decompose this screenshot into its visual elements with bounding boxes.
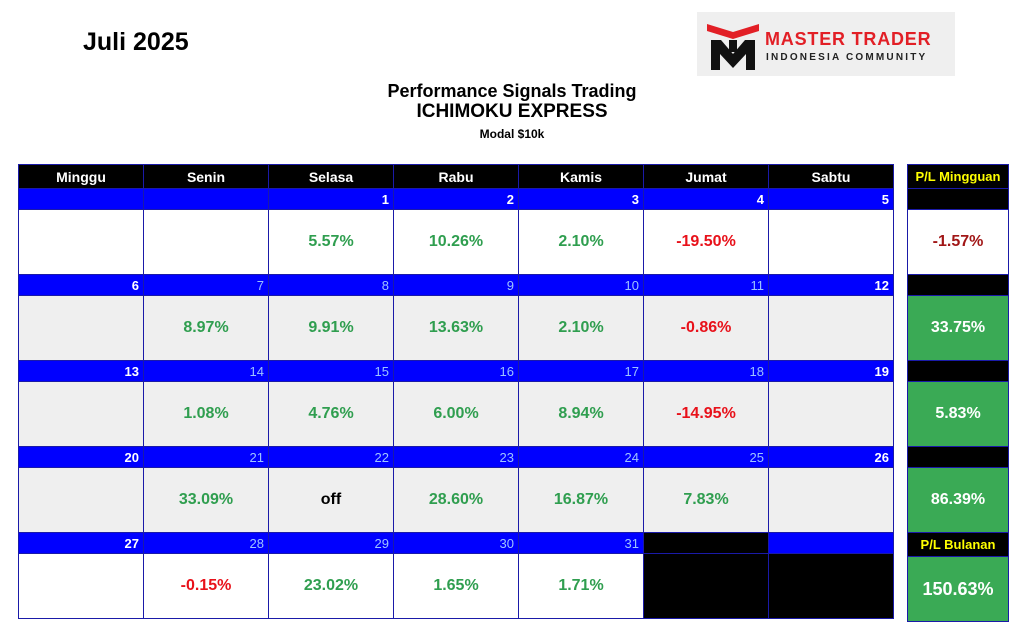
- daily-pl-cell: 4.76%: [268, 381, 394, 447]
- date-number: 7: [143, 274, 269, 296]
- date-number: [768, 532, 894, 554]
- daily-pl-cell: 9.91%: [268, 295, 394, 361]
- date-number: 1: [268, 188, 394, 210]
- daily-pl-cell: -0.15%: [143, 553, 269, 619]
- pl-spacer: [907, 360, 1009, 382]
- date-number: [143, 188, 269, 210]
- daily-pl-cell: 2.10%: [518, 209, 644, 275]
- daily-pl-cell: [768, 553, 894, 619]
- pl-table: P/L Mingguan -1.57% 33.75% 5.83% 86.39% …: [907, 164, 1009, 622]
- daily-pl-cell: [18, 209, 144, 275]
- date-number: 17: [518, 360, 644, 382]
- daily-pl-cell: 1.65%: [393, 553, 519, 619]
- daily-pl-cell: [18, 553, 144, 619]
- daily-pl-cell: -19.50%: [643, 209, 769, 275]
- pl-week-4: 86.39%: [907, 467, 1009, 533]
- pl-spacer: [907, 446, 1009, 468]
- daily-pl-cell: 10.26%: [393, 209, 519, 275]
- day-header: Selasa: [268, 164, 394, 189]
- day-header: Sabtu: [768, 164, 894, 189]
- daily-pl-cell: [768, 381, 894, 447]
- daily-pl-cell: 28.60%: [393, 467, 519, 533]
- daily-pl-cell: [18, 295, 144, 361]
- date-number: 11: [643, 274, 769, 296]
- day-header: Senin: [143, 164, 269, 189]
- date-number: 26: [768, 446, 894, 468]
- day-header: Kamis: [518, 164, 644, 189]
- date-number: 25: [643, 446, 769, 468]
- daily-pl-cell: 33.09%: [143, 467, 269, 533]
- date-number: 30: [393, 532, 519, 554]
- daily-pl-cell: 6.00%: [393, 381, 519, 447]
- month-title: Juli 2025: [83, 28, 189, 56]
- pl-monthly-header: P/L Bulanan: [907, 532, 1009, 557]
- date-number: 21: [143, 446, 269, 468]
- day-header: Jumat: [643, 164, 769, 189]
- logo-title: MASTER TRADER: [765, 29, 932, 49]
- pl-spacer: [907, 188, 1009, 210]
- pl-week-1: -1.57%: [907, 209, 1009, 275]
- report-title: Performance Signals Trading: [387, 81, 637, 101]
- daily-pl-cell: 5.57%: [268, 209, 394, 275]
- day-header: Minggu: [18, 164, 144, 189]
- date-number: 18: [643, 360, 769, 382]
- date-number: 2: [393, 188, 519, 210]
- date-number: 29: [268, 532, 394, 554]
- daily-pl-cell: -14.95%: [643, 381, 769, 447]
- date-number: 31: [518, 532, 644, 554]
- master-trader-logo: MASTER TRADER INDONESIA COMMUNITY: [697, 12, 955, 76]
- date-number: 6: [18, 274, 144, 296]
- daily-pl-cell: [768, 209, 894, 275]
- date-number: 16: [393, 360, 519, 382]
- date-number: 24: [518, 446, 644, 468]
- pl-week-2: 33.75%: [907, 295, 1009, 361]
- daily-pl-cell: 1.08%: [143, 381, 269, 447]
- daily-pl-cell: 16.87%: [518, 467, 644, 533]
- daily-pl-cell: [18, 381, 144, 447]
- mt-logo-icon: [707, 24, 759, 70]
- daily-pl-cell: 8.97%: [143, 295, 269, 361]
- daily-pl-cell: [768, 295, 894, 361]
- pl-spacer: [907, 274, 1009, 296]
- date-number: 9: [393, 274, 519, 296]
- date-number: [643, 532, 769, 554]
- date-number: 22: [268, 446, 394, 468]
- daily-pl-cell: [143, 209, 269, 275]
- daily-pl-cell: [643, 553, 769, 619]
- date-number: 8: [268, 274, 394, 296]
- pl-week-3: 5.83%: [907, 381, 1009, 447]
- daily-pl-cell: 2.10%: [518, 295, 644, 361]
- date-number: 4: [643, 188, 769, 210]
- daily-pl-cell: 7.83%: [643, 467, 769, 533]
- daily-pl-cell: 8.94%: [518, 381, 644, 447]
- daily-pl-cell: 1.71%: [518, 553, 644, 619]
- day-header: Rabu: [393, 164, 519, 189]
- daily-pl-cell: [768, 467, 894, 533]
- date-number: 14: [143, 360, 269, 382]
- date-number: 15: [268, 360, 394, 382]
- strategy-title: ICHIMOKU EXPRESS: [416, 101, 608, 122]
- date-number: 5: [768, 188, 894, 210]
- logo-subtitle: INDONESIA COMMUNITY: [766, 52, 928, 63]
- daily-pl-cell: off: [268, 467, 394, 533]
- daily-pl-cell: [18, 467, 144, 533]
- date-number: 3: [518, 188, 644, 210]
- daily-pl-cell: 13.63%: [393, 295, 519, 361]
- date-number: 20: [18, 446, 144, 468]
- date-number: 12: [768, 274, 894, 296]
- pl-monthly-total: 150.63%: [907, 556, 1009, 622]
- date-number: 23: [393, 446, 519, 468]
- daily-pl-cell: 23.02%: [268, 553, 394, 619]
- pl-weekly-header: P/L Mingguan: [907, 164, 1009, 189]
- date-number: 27: [18, 532, 144, 554]
- date-number: 28: [143, 532, 269, 554]
- daily-pl-cell: -0.86%: [643, 295, 769, 361]
- date-number: 13: [18, 360, 144, 382]
- date-number: 19: [768, 360, 894, 382]
- capital-subtitle: Modal $10k: [479, 127, 545, 141]
- date-number: 10: [518, 274, 644, 296]
- date-number: [18, 188, 144, 210]
